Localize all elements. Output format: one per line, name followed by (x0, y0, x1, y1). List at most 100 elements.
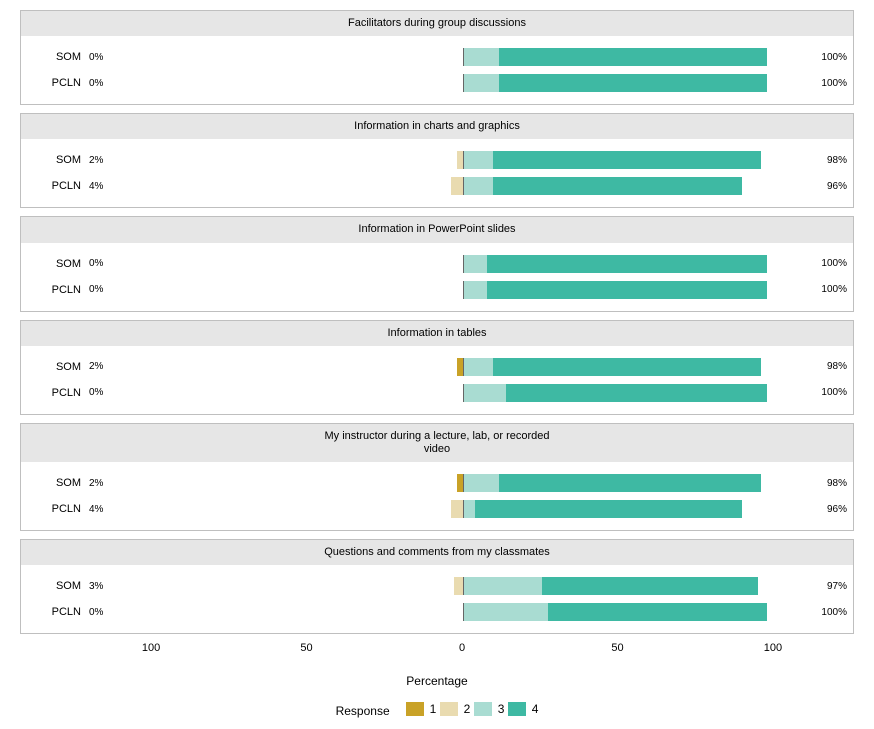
bar-area (129, 48, 797, 66)
y-category-label: SOM (21, 361, 89, 373)
bar-row: PCLN0%100% (21, 277, 853, 303)
bar-segment-4 (499, 474, 760, 492)
bar-area (129, 358, 797, 376)
bar-row: PCLN0%100% (21, 380, 853, 406)
bar-segment-3 (463, 74, 499, 92)
right-percent-label: 100% (797, 78, 853, 89)
left-percent-label: 2% (89, 361, 129, 372)
y-category-label: SOM (21, 580, 89, 592)
y-category-label: SOM (21, 154, 89, 166)
right-percent-label: 96% (797, 504, 853, 515)
right-percent-label: 97% (797, 581, 853, 592)
bar-segment-4 (475, 500, 742, 518)
bar-segment-3 (463, 577, 542, 595)
legend-item: 3 (474, 702, 505, 716)
left-percent-label: 0% (89, 387, 129, 398)
bar-segment-3 (463, 281, 487, 299)
legend-swatch (474, 702, 492, 716)
y-category-label: PCLN (21, 77, 89, 89)
zero-line (463, 177, 464, 195)
right-percent-label: 100% (797, 258, 853, 269)
panel: My instructor during a lecture, lab, or … (20, 423, 854, 531)
bar-segment-2 (454, 577, 463, 595)
bar-row: PCLN0% 100% (21, 70, 853, 96)
y-category-label: SOM (21, 477, 89, 489)
right-percent-label: 100% (797, 607, 853, 618)
legend-swatch (440, 702, 458, 716)
left-percent-label: 0% (89, 78, 129, 89)
left-percent-label: 0% (89, 607, 129, 618)
left-percent-label: 2% (89, 155, 129, 166)
y-category-label: SOM (21, 258, 89, 270)
panel: Information in charts and graphicsSOM2%9… (20, 113, 854, 208)
y-category-label: PCLN (21, 606, 89, 618)
bar-segment-4 (548, 603, 767, 621)
panel: Facilitators during group discussionsSOM… (20, 10, 854, 105)
bar-row: SOM2% 98% (21, 147, 853, 173)
bar-area (129, 74, 797, 92)
bar-area (129, 474, 797, 492)
y-category-label: SOM (21, 51, 89, 63)
panel-title: My instructor during a lecture, lab, or … (21, 424, 853, 462)
legend-label: 2 (464, 702, 471, 716)
y-category-label: PCLN (21, 180, 89, 192)
bar-segment-3 (463, 358, 493, 376)
bar-segment-2 (451, 177, 463, 195)
panel-title: Facilitators during group discussions (21, 11, 853, 36)
zero-line (463, 74, 464, 92)
legend-label: 3 (498, 702, 505, 716)
right-percent-label: 98% (797, 478, 853, 489)
bar-segment-4 (499, 48, 766, 66)
right-percent-label: 96% (797, 181, 853, 192)
legend-swatch (406, 702, 424, 716)
panel: Information in tablesSOM2%98%PCLN0%100% (20, 320, 854, 415)
bar-segment-4 (542, 577, 758, 595)
legend-title: Response (336, 704, 390, 718)
bar-segment-3 (463, 177, 493, 195)
panels-host: Facilitators during group discussionsSOM… (0, 10, 874, 634)
panel-body: SOM2%98%PCLN4%96% (21, 462, 853, 530)
bar-row: PCLN4%96% (21, 496, 853, 522)
bar-segment-3 (463, 474, 499, 492)
left-percent-label: 0% (89, 258, 129, 269)
left-percent-label: 4% (89, 504, 129, 515)
panel-body: SOM 0% 100%PCLN0% 100% (21, 36, 853, 104)
legend-swatch (508, 702, 526, 716)
bar-segment-3 (463, 48, 499, 66)
right-percent-label: 98% (797, 155, 853, 166)
left-percent-label: 3% (89, 581, 129, 592)
bar-row: SOM2% 98% (21, 470, 853, 496)
legend-item: 4 (508, 702, 539, 716)
left-percent-label: 2% (89, 478, 129, 489)
bar-row: SOM2% 98% (21, 354, 853, 380)
y-category-label: PCLN (21, 284, 89, 296)
bar-segment-4 (493, 177, 742, 195)
bar-area (129, 281, 797, 299)
panel-title: Questions and comments from my classmate… (21, 540, 853, 565)
zero-line (463, 577, 464, 595)
zero-line (463, 281, 464, 299)
bar-segment-4 (487, 281, 766, 299)
bar-segment-3 (463, 603, 548, 621)
x-tick: 100 (142, 642, 160, 654)
x-tick: 100 (764, 642, 782, 654)
bar-row: PCLN4% 96% (21, 173, 853, 199)
x-tick: 50 (611, 642, 623, 654)
legend-item: 2 (440, 702, 471, 716)
right-percent-label: 100% (797, 284, 853, 295)
bar-segment-3 (463, 500, 475, 518)
right-percent-label: 98% (797, 361, 853, 372)
bar-area (129, 177, 797, 195)
panel: Questions and comments from my classmate… (20, 539, 854, 634)
zero-line (463, 500, 464, 518)
bar-area (129, 384, 797, 402)
panel-body: SOM0%100%PCLN0%100% (21, 243, 853, 311)
bar-segment-4 (487, 255, 766, 273)
bar-area (129, 603, 797, 621)
left-percent-label: 4% (89, 181, 129, 192)
legend-label: 4 (532, 702, 539, 716)
y-category-label: PCLN (21, 387, 89, 399)
legend-label: 1 (430, 702, 437, 716)
x-axis-title: Percentage (0, 674, 874, 688)
zero-line (463, 151, 464, 169)
